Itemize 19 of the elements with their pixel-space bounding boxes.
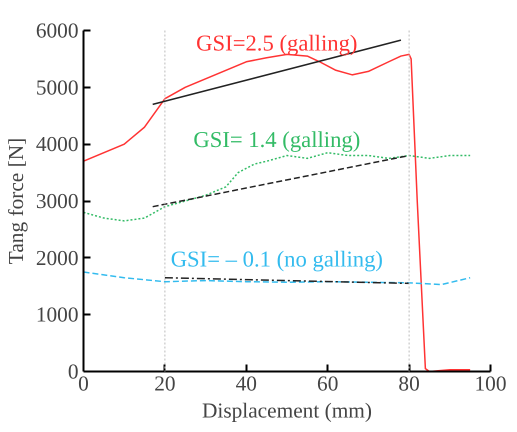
y-tick-label: 4000: [36, 132, 78, 156]
y-axis-title: Tang force [N]: [4, 138, 28, 264]
line-series: [84, 152, 471, 222]
series-label: GSI= 1.4 (galling): [193, 127, 360, 152]
series-label: GSI=2.5 (galling): [196, 30, 358, 56]
y-tick-label: 5000: [36, 75, 78, 100]
x-tick-label: 100: [474, 372, 507, 396]
line-series: [84, 54, 471, 372]
y-tick-label: 2000: [36, 246, 78, 270]
x-tick-label: 80: [398, 372, 420, 396]
y-tick-label: 1000: [36, 302, 78, 327]
x-tick-label: 60: [317, 372, 338, 396]
y-tick-label: 3000: [36, 189, 78, 213]
series-label: GSI= – 0.1 (no galling): [170, 246, 383, 272]
x-tick-label: 40: [236, 372, 257, 396]
x-axis-title: Displacement (mm): [202, 398, 372, 422]
x-tick-label: 20: [154, 372, 176, 396]
line-series: [84, 271, 471, 286]
y-tick-label: 6000: [36, 18, 78, 42]
